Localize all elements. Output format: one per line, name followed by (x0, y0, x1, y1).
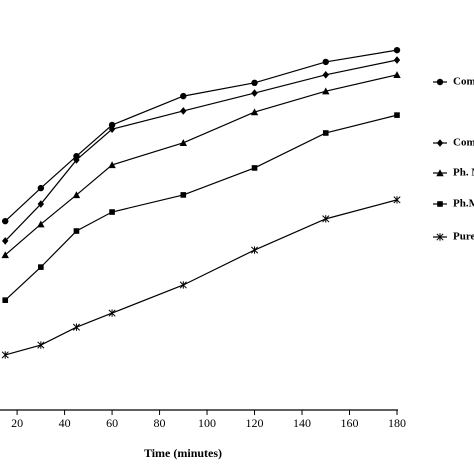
marker (251, 79, 258, 87)
x-tick-label: 100 (198, 416, 216, 430)
marker (394, 112, 400, 118)
marker (37, 184, 45, 192)
marker (250, 108, 259, 116)
marker (2, 297, 9, 303)
marker (180, 192, 187, 198)
marker (72, 323, 81, 331)
series-line (4, 59, 398, 242)
marker (436, 78, 444, 86)
marker (37, 220, 45, 228)
series-line (4, 114, 398, 301)
x-tick-label: 140 (293, 416, 311, 430)
x-tick-label: 160 (341, 416, 359, 430)
x-tick-label: 20 (11, 416, 23, 430)
marker (436, 139, 444, 147)
marker (436, 233, 444, 241)
marker (179, 281, 187, 289)
marker (322, 87, 330, 95)
series-line (4, 74, 398, 256)
x-tick-label: 180 (388, 416, 406, 430)
marker (436, 169, 444, 177)
legend-label: Ph. M (453, 167, 474, 179)
marker (1, 251, 9, 259)
marker (2, 217, 9, 225)
marker (2, 237, 9, 245)
marker (108, 309, 116, 317)
marker (37, 341, 45, 349)
marker (73, 228, 80, 234)
marker (73, 152, 80, 160)
marker (37, 200, 45, 208)
marker (393, 46, 401, 54)
marker (179, 139, 188, 147)
marker (322, 130, 329, 136)
marker (393, 196, 401, 204)
marker (72, 191, 81, 199)
marker (108, 121, 116, 129)
marker (322, 215, 330, 223)
marker (251, 89, 258, 97)
x-axis-label: Time (minutes) (144, 446, 222, 460)
marker (251, 165, 258, 171)
legend-label: Pure (453, 231, 474, 243)
marker (109, 209, 115, 215)
marker (108, 161, 116, 169)
marker (393, 56, 401, 64)
marker (180, 92, 187, 100)
marker (250, 246, 259, 254)
marker (322, 58, 329, 66)
marker (437, 201, 443, 207)
series-line (5, 199, 398, 356)
marker (393, 71, 401, 79)
x-tick-label: 60 (106, 416, 118, 430)
marker (73, 156, 80, 164)
legend-label: Com (453, 137, 474, 149)
x-tick-label: 80 (154, 416, 166, 430)
marker (180, 107, 187, 115)
marker (108, 125, 116, 133)
x-tick-label: 40 (59, 416, 71, 430)
marker (38, 264, 44, 270)
x-tick-label: 120 (246, 416, 264, 430)
series-line (4, 49, 398, 222)
legend-label: Ph.M (453, 198, 474, 210)
legend-label: Com (453, 76, 474, 88)
marker (322, 71, 329, 79)
marker (1, 351, 9, 359)
